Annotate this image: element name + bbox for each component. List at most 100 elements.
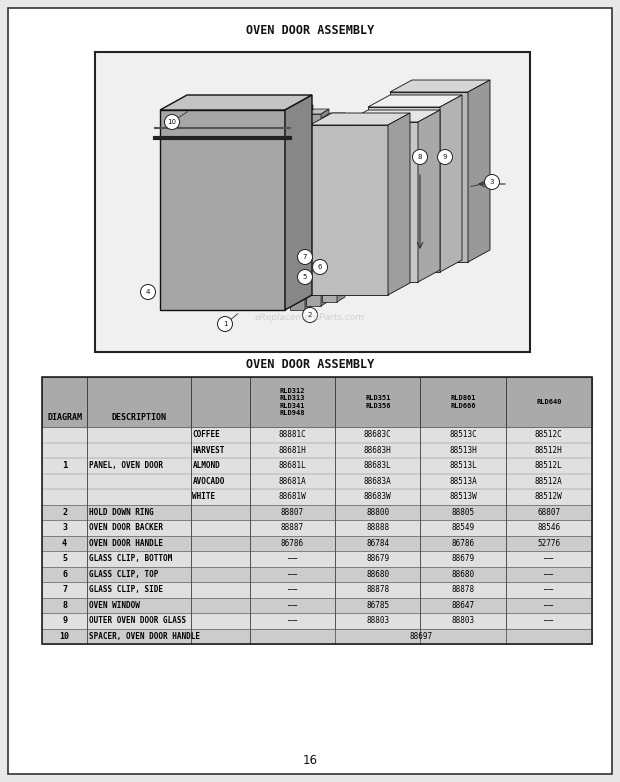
Text: eReplacementParts.com: eReplacementParts.com	[255, 313, 365, 321]
Bar	[250, 427, 335, 504]
Bar	[190, 504, 250, 520]
Circle shape	[412, 149, 428, 164]
Polygon shape	[310, 113, 410, 125]
Bar	[42, 427, 87, 504]
Polygon shape	[160, 95, 312, 110]
Polygon shape	[390, 80, 490, 92]
Bar	[250, 582, 335, 597]
Bar	[87, 504, 190, 520]
Bar	[420, 597, 506, 613]
Text: WHITE: WHITE	[192, 492, 216, 501]
Text: 88683A: 88683A	[364, 477, 392, 486]
Circle shape	[164, 114, 180, 130]
Bar	[506, 551, 592, 566]
Bar	[335, 551, 420, 566]
Bar	[335, 377, 420, 427]
Bar	[335, 504, 420, 520]
Text: ——: ——	[544, 601, 554, 610]
Polygon shape	[346, 122, 418, 282]
Text: 86786: 86786	[451, 539, 474, 547]
Bar	[250, 629, 335, 644]
Bar	[87, 520, 190, 536]
Text: 8: 8	[62, 601, 67, 610]
Bar	[506, 377, 592, 427]
Bar	[42, 536, 87, 551]
Text: OVEN DOOR HANDLE: OVEN DOOR HANDLE	[89, 539, 163, 547]
Text: 88805: 88805	[451, 508, 474, 517]
Text: 88878: 88878	[366, 585, 389, 594]
Text: 1: 1	[223, 321, 228, 327]
Bar	[506, 566, 592, 582]
Text: 88681L: 88681L	[278, 461, 306, 470]
Bar	[506, 597, 592, 613]
Text: 88683H: 88683H	[364, 446, 392, 455]
Text: 86785: 86785	[366, 601, 389, 610]
Text: PANEL, OVEN DOOR: PANEL, OVEN DOOR	[89, 461, 163, 470]
Polygon shape	[418, 110, 440, 282]
Text: COFFEE: COFFEE	[192, 430, 220, 439]
Bar	[42, 566, 87, 582]
Text: 8: 8	[418, 154, 422, 160]
Bar	[506, 427, 592, 504]
Text: 86786: 86786	[281, 539, 304, 547]
Text: 88512L: 88512L	[535, 461, 563, 470]
Bar	[190, 597, 250, 613]
Text: ——: ——	[288, 585, 297, 594]
Polygon shape	[321, 109, 329, 306]
Polygon shape	[346, 110, 440, 122]
Polygon shape	[160, 110, 285, 310]
Text: DESCRIPTION: DESCRIPTION	[112, 413, 166, 422]
Bar	[42, 504, 87, 520]
Text: 52776: 52776	[538, 539, 560, 547]
Bar	[87, 597, 190, 613]
Text: 88681W: 88681W	[278, 492, 306, 501]
Bar	[42, 551, 87, 566]
Polygon shape	[390, 92, 468, 262]
Bar	[190, 377, 250, 427]
Text: OVEN WINDOW: OVEN WINDOW	[89, 601, 140, 610]
Text: 88513W: 88513W	[449, 492, 477, 501]
Text: 88680: 88680	[451, 570, 474, 579]
Text: 86784: 86784	[366, 539, 389, 547]
Text: 88549: 88549	[451, 523, 474, 533]
Bar	[506, 520, 592, 536]
Bar	[190, 551, 250, 566]
Text: ——: ——	[288, 601, 297, 610]
Bar	[42, 377, 592, 644]
Bar	[335, 566, 420, 582]
Text: 5: 5	[62, 554, 67, 563]
Circle shape	[298, 270, 312, 285]
Text: OVEN DOOR BACKER: OVEN DOOR BACKER	[89, 523, 163, 533]
Text: 88683C: 88683C	[364, 430, 392, 439]
Text: 1: 1	[62, 461, 67, 470]
Text: 2: 2	[308, 312, 312, 318]
Text: 88512H: 88512H	[535, 446, 563, 455]
Text: 9: 9	[62, 616, 67, 626]
Circle shape	[484, 174, 500, 189]
Text: 88512C: 88512C	[535, 430, 563, 439]
Bar	[335, 629, 420, 644]
Bar	[420, 520, 506, 536]
Text: 4: 4	[146, 289, 150, 295]
Bar	[420, 377, 506, 427]
Text: 7: 7	[62, 585, 67, 594]
Text: HOLD DOWN RING: HOLD DOWN RING	[89, 508, 154, 517]
Polygon shape	[285, 95, 312, 310]
Bar	[87, 582, 190, 597]
Text: 88679: 88679	[366, 554, 389, 563]
Bar	[190, 536, 250, 551]
Bar	[250, 566, 335, 582]
Bar	[42, 582, 87, 597]
Text: OVEN DOOR ASSEMBLY: OVEN DOOR ASSEMBLY	[246, 23, 374, 37]
Text: ——: ——	[544, 616, 554, 626]
Bar	[42, 520, 87, 536]
Bar	[250, 613, 335, 629]
Text: GLASS CLIP, BOTTOM: GLASS CLIP, BOTTOM	[89, 554, 172, 563]
Bar	[420, 536, 506, 551]
Text: RLD312
RLD313
RLD341
RLD948: RLD312 RLD313 RLD341 RLD948	[280, 388, 305, 416]
Bar	[335, 427, 420, 504]
Bar	[506, 504, 592, 520]
Text: 88803: 88803	[366, 616, 389, 626]
Polygon shape	[290, 105, 313, 110]
Text: ——: ——	[544, 570, 554, 579]
